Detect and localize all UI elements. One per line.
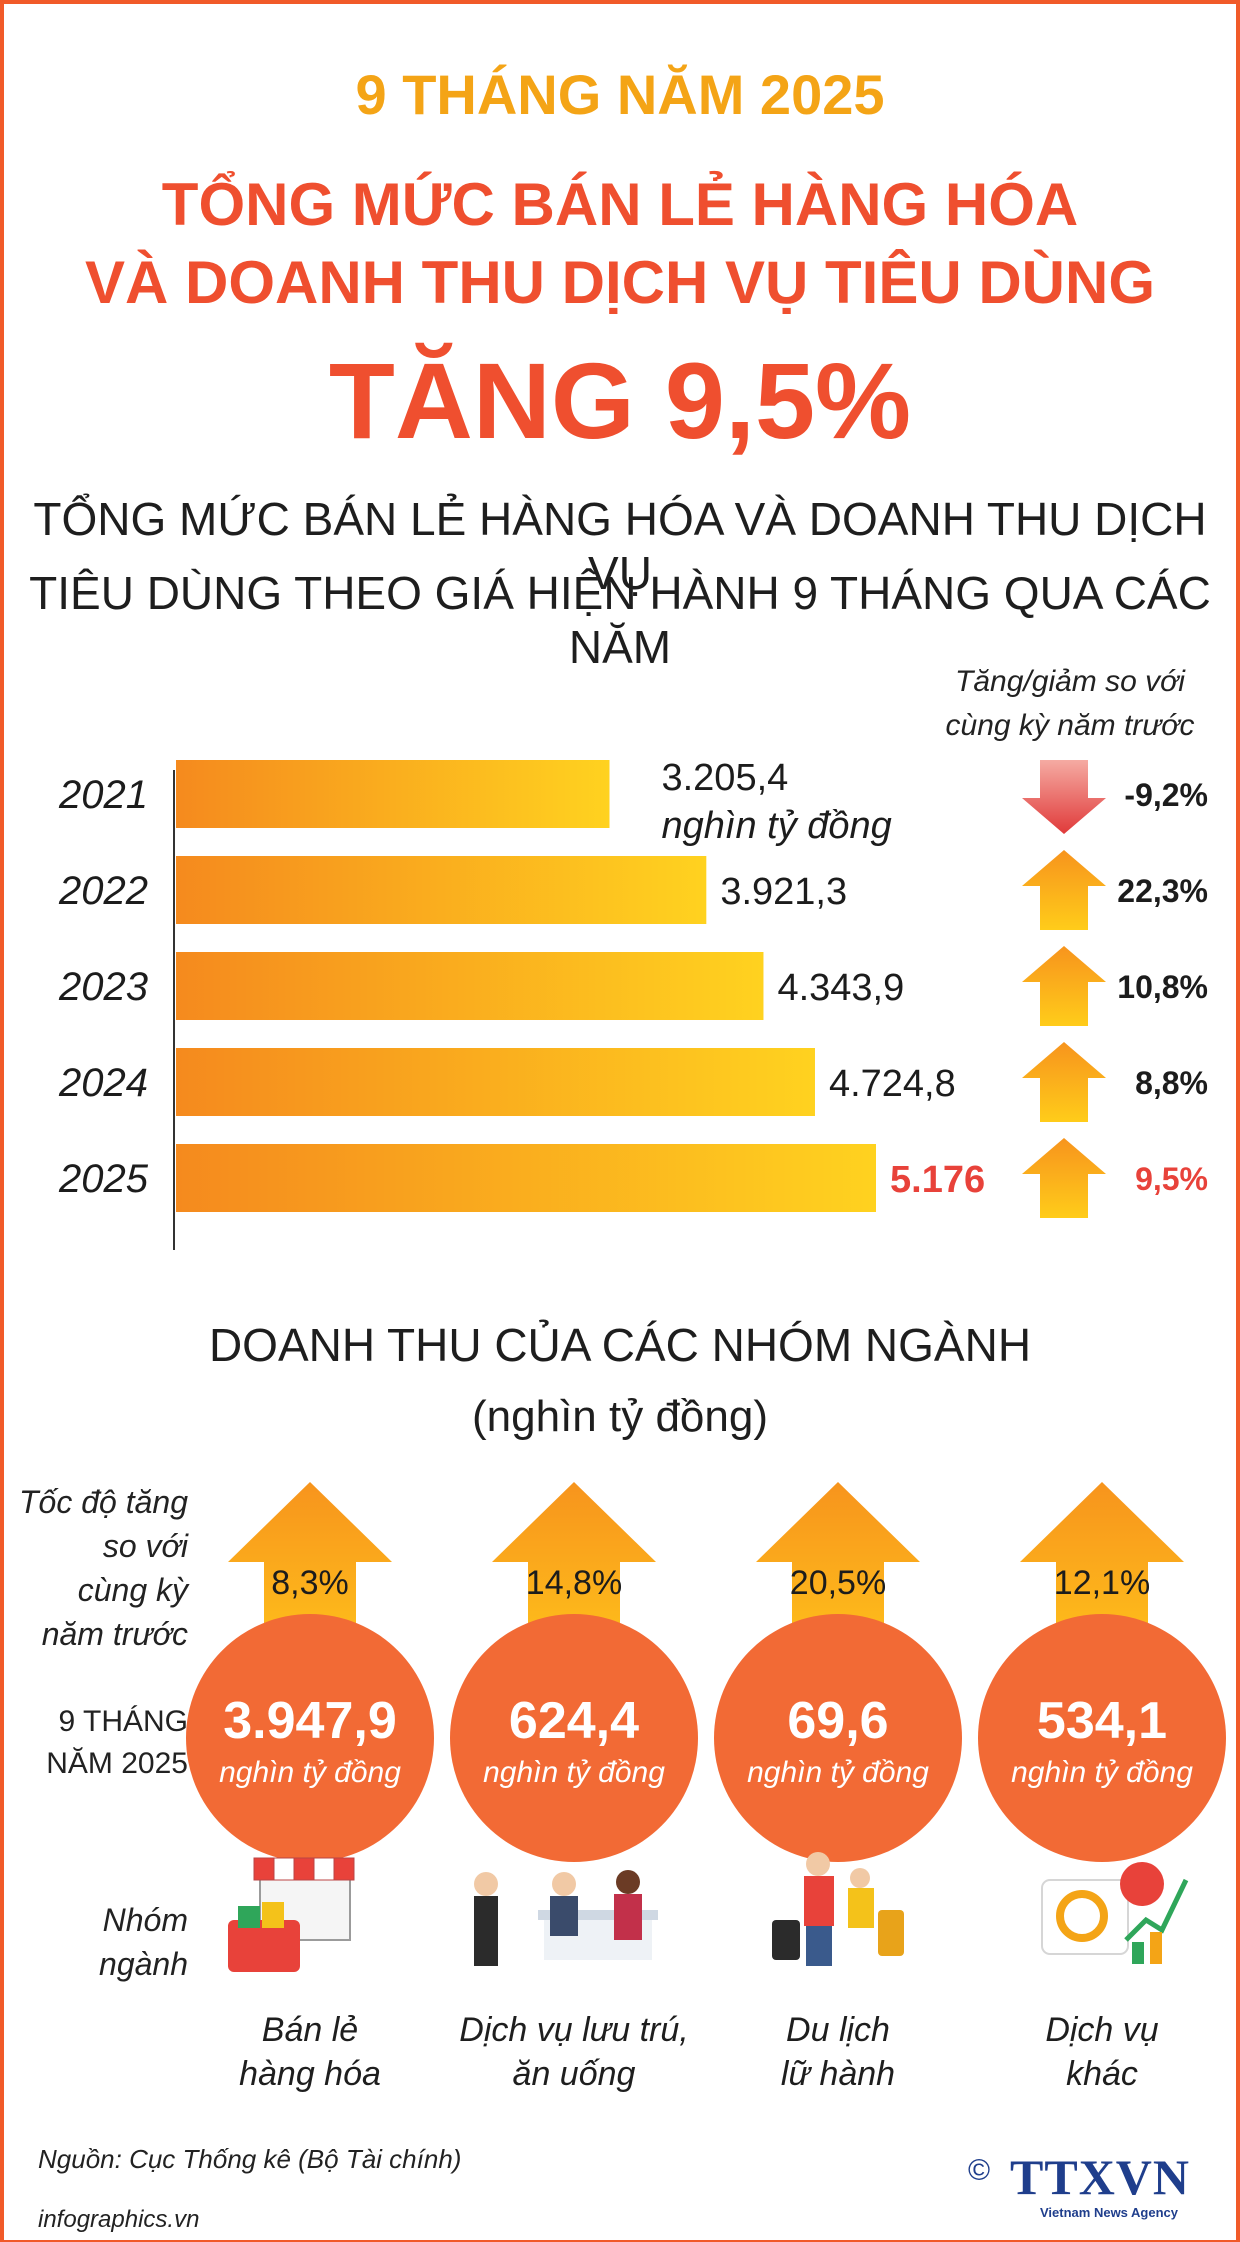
value-circle: [450, 1614, 698, 1862]
sector-subtitle: (nghìn tỷ đồng): [472, 1392, 768, 1441]
bar-value-label: 4.343,9: [777, 967, 904, 1009]
sector-title: DOANH THU CỦA CÁC NHÓM NGÀNH: [208, 1319, 1032, 1371]
group-label-line-1: Nhóm: [102, 1902, 188, 1938]
change-label: 9,5%: [1135, 1161, 1208, 1197]
bar-2021: [176, 760, 610, 828]
sector-value: 534,1: [1037, 1692, 1167, 1750]
change-label: 10,8%: [1117, 969, 1208, 1005]
yearly-bar-chart: 2021 3.205,4 nghìn tỷ đồng -9,2% 2022 3.921,3…: [58, 760, 1208, 1250]
restaurant-icon: [474, 1870, 658, 1966]
sector-category-4-line-2: khác: [1066, 2055, 1138, 2093]
copyright-symbol: ©: [968, 2154, 991, 2187]
growth-label: 12,1%: [1054, 1564, 1150, 1602]
sector-item: 20,5% 69,6 nghìn tỷ đồng: [714, 1482, 962, 1966]
down-arrow-icon: [1022, 760, 1106, 834]
growth-label-line-4: năm trước: [41, 1616, 188, 1652]
sector-category-2-line-2: ăn uống: [512, 2055, 636, 2093]
sector-category-2-line-1: Dịch vụ lưu trú,: [459, 2011, 689, 2049]
growth-label: 20,5%: [790, 1564, 886, 1602]
growth-label: 8,3%: [271, 1564, 349, 1602]
value-circle: [186, 1614, 434, 1862]
sector-item: 14,8% 624,4 nghìn tỷ đồng: [450, 1482, 698, 1966]
change-header-line-1: Tăng/giảm so với: [955, 665, 1185, 698]
source-note: Nguồn: Cục Thống kê (Bộ Tài chính): [38, 2144, 462, 2174]
sector-unit: nghìn tỷ đồng: [483, 1756, 665, 1789]
logo-subtitle: Vietnam News Agency: [1040, 2205, 1178, 2220]
bar-2023: [176, 952, 764, 1020]
growth-arrow-icon: [756, 1482, 920, 1660]
bar-value-label: 5.176: [890, 1159, 985, 1201]
chart-subtitle-line-2: TIÊU DÙNG THEO GIÁ HIỆN HÀNH 9 THÁNG QUA…: [29, 567, 1211, 673]
year-label: 2025: [58, 1157, 149, 1201]
bar-2022: [176, 856, 707, 924]
growth-arrow-icon: [492, 1482, 656, 1660]
analytics-icon: [1041, 1862, 1189, 1964]
change-header-line-2: cùng kỳ năm trước: [945, 709, 1195, 742]
sector-category-4-line-1: Dịch vụ: [1045, 2011, 1159, 2049]
sector-value: 3.947,9: [223, 1692, 397, 1750]
logo-text: TTXVN: [1010, 2149, 1191, 2205]
growth-label-line-3: cùng kỳ: [77, 1572, 188, 1608]
headline-growth: TĂNG 9,5%: [328, 340, 912, 461]
sector-item: 12,1% 534,1 nghìn tỷ đồng: [978, 1482, 1226, 1964]
up-arrow-icon: [1022, 850, 1106, 930]
bar-value-label: 4.724,8: [829, 1063, 956, 1105]
bar-2025: [176, 1144, 876, 1212]
sector-unit: nghìn tỷ đồng: [747, 1756, 929, 1789]
bar-unit-label: nghìn tỷ đồng: [661, 805, 891, 847]
growth-arrow-icon: [228, 1482, 392, 1660]
sector-unit: nghìn tỷ đồng: [1011, 1756, 1193, 1789]
title-line-2: VÀ DOANH THU DỊCH VỤ TIÊU DÙNG: [84, 249, 1155, 316]
title-line-1: TỔNG MỨC BÁN LẺ HÀNG HÓA: [161, 171, 1079, 238]
site-url[interactable]: infographics.vn: [38, 2206, 200, 2233]
up-arrow-icon: [1022, 946, 1106, 1026]
year-label: 2021: [58, 773, 148, 817]
change-label: 22,3%: [1117, 873, 1208, 909]
period-label-line-1: 9 THÁNG: [58, 1705, 188, 1738]
growth-arrow-icon: [1020, 1482, 1184, 1660]
period-label-line-2: NĂM 2025: [46, 1747, 188, 1780]
sector-value: 69,6: [787, 1692, 888, 1750]
year-label: 2022: [58, 869, 148, 913]
bar-value-label: 3.205,4: [661, 760, 788, 799]
value-circle: [714, 1614, 962, 1862]
value-circle: [978, 1614, 1226, 1862]
travelers-icon: [772, 1852, 904, 1966]
shop-basket-icon: [228, 1857, 355, 1972]
year-label: 2024: [58, 1061, 148, 1105]
sector-value: 624,4: [509, 1692, 639, 1750]
sector-category-3-line-2: lữ hành: [780, 2055, 896, 2093]
up-arrow-icon: [1022, 1042, 1106, 1122]
sector-chart: 8,3% 3.947,9 nghìn tỷ đồng 14,8% 624,4 nghìn …: [186, 1482, 1226, 1972]
growth-label-line-2: so với: [102, 1528, 188, 1564]
change-label: 8,8%: [1135, 1065, 1208, 1101]
sector-category-1-line-2: hàng hóa: [239, 2055, 381, 2093]
chart-subtitle-line-1: TỔNG MỨC BÁN LẺ HÀNG HÓA VÀ DOANH THU DỊ…: [33, 493, 1207, 599]
bar-2024: [176, 1048, 815, 1116]
sector-unit: nghìn tỷ đồng: [219, 1756, 401, 1789]
sector-item: 8,3% 3.947,9 nghìn tỷ đồng: [186, 1482, 434, 1972]
sector-category-3-line-1: Du lịch: [786, 2011, 890, 2049]
sector-category-1-line-1: Bán lẻ: [261, 2011, 359, 2049]
group-label-line-2: ngành: [99, 1946, 188, 1982]
growth-label-line-1: Tốc độ tăng: [19, 1484, 188, 1520]
change-label: -9,2%: [1124, 777, 1208, 813]
period-heading: 9 THÁNG NĂM 2025: [355, 63, 885, 126]
up-arrow-icon: [1022, 1138, 1106, 1218]
ttxvn-logo: TTXVN: [1010, 2148, 1190, 2206]
growth-label: 14,8%: [526, 1564, 622, 1602]
year-label: 2023: [58, 965, 148, 1009]
bar-value-label: 3.921,3: [720, 871, 847, 913]
